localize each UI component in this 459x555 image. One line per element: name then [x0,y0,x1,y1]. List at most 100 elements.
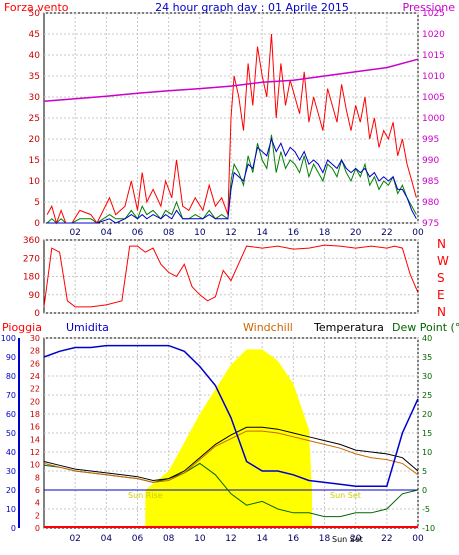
pressure-y-tick: 980 [422,198,439,208]
x-tick-label-top: 16 [288,228,300,238]
wind-y-tick: 50 [29,9,41,19]
humidity-y-tick: 10 [6,505,16,514]
x-tick-label-top: 00 [412,228,424,238]
x-tick-label-top: 18 [319,228,331,238]
humidity-y-tick: 20 [6,486,16,495]
temperature-line [43,426,419,482]
dir-y-tick: 0 [34,309,40,319]
chart-title: 24 hour graph day : 01 Aprile 2015 [155,1,349,14]
x-tick-label-top: 22 [381,228,392,238]
dir-y-tick: 360 [23,236,40,246]
rain-y-tick: 4 [35,499,40,508]
direction-line [43,244,419,308]
rain-y-tick: 28 [30,347,40,356]
x-tick-label-bottom: 20 [350,534,362,544]
x-tick-label-top: 14 [256,228,268,238]
x-tick-label-top: 02 [69,228,80,238]
rain-title: Pioggia [2,321,42,334]
humidity-title: Umidita [66,321,109,334]
solar-area-shape [145,349,312,528]
direction-letters: N W S E N [437,237,449,319]
humidity-y-tick: 50 [6,429,16,438]
humidity-line [43,344,419,487]
temp-y-tick: -5 [422,505,430,514]
x-tick-label-top: 20 [350,228,362,238]
wind-y-tick: 20 [29,135,41,145]
humidity-y-tick: 100 [1,334,16,343]
humidity-y-tick: 60 [6,410,16,419]
x-tick-label-bottom: 22 [381,534,392,544]
pressure-y-tick: 1005 [422,93,445,103]
pressure-y-tick: 1000 [422,114,445,124]
dir-y-tick: 90 [29,291,41,301]
pressure-line [43,58,419,102]
rain-y-tick: 14 [30,435,40,444]
pressure-y-tick: 985 [422,177,439,187]
pressure-y-tick: 975 [422,219,439,229]
rain-y-tick: 30 [30,334,40,343]
wind-avg-line [47,137,417,224]
temp-y-tick: 40 [422,334,432,343]
rain-y-tick: 16 [30,423,40,432]
dir-y-tick: 180 [23,273,40,283]
x-tick-label-bottom: 14 [256,534,268,544]
rain-y-tick: 6 [35,486,40,495]
humidity-y-tick: 80 [6,372,16,381]
x-tick-label-top: 04 [101,228,113,238]
dir-letter-w: W [437,254,449,268]
x-tick-label-bottom: 04 [101,534,113,544]
humidity-y-tick: 0 [11,524,16,533]
sun-rise-label: Sun Rise [128,491,163,500]
dir-letter-e: E [437,288,445,302]
x-tick-label-bottom: 16 [288,534,300,544]
rain-y-tick: 0 [35,524,40,533]
pressure-y-tick: 1010 [422,72,445,82]
solar-area [145,349,312,528]
humidity-y-tick: 30 [6,467,16,476]
temp-y-tick: 35 [422,353,432,362]
windchill-title: Windchill [243,321,293,334]
dir-y-tick: 270 [23,254,40,264]
wind-y-tick: 15 [29,156,40,166]
rain-y-tick: 2 [35,511,40,520]
rain-y-tick: 8 [35,473,40,482]
pressure-y-tick: 1015 [422,51,445,61]
x-tick-label-bottom: 02 [69,534,80,544]
x-tick-label-top: 06 [132,228,144,238]
rain-y-tick: 22 [30,385,40,394]
wind-title: Forza vento [4,1,69,14]
sun-set-label: Sun Set [330,491,361,500]
x-tick-label-top: 12 [225,228,236,238]
temperature-title: Temperatura [313,321,384,334]
wind-y-tick: 0 [34,219,40,229]
pressure-y-tick: 1025 [422,9,445,19]
humidity-y-tick: 40 [6,448,16,457]
temp-y-tick: 25 [422,391,432,400]
dewpoint-title: Dew Point (°C [392,321,459,334]
dir-letter-s: S [437,271,445,285]
wind-y-tick: 40 [29,51,41,61]
pressure-y-tick: 990 [422,156,439,166]
x-tick-label-bottom: 18 [319,534,331,544]
temp-y-tick: 0 [422,486,427,495]
rain-y-tick: 18 [30,410,40,419]
x-tick-label-top: 08 [163,228,175,238]
temp-y-tick: 15 [422,429,432,438]
series-lines [18,33,419,528]
wind-y-tick: 45 [29,30,40,40]
dir-letter-n-top: N [437,237,446,251]
wind-y-tick: 10 [29,177,41,187]
wind-y-tick: 30 [29,93,41,103]
rain-y-tick: 24 [30,372,40,381]
x-tick-label-top: 10 [194,228,206,238]
x-tick-label-bottom: 00 [412,534,424,544]
pressure-y-tick: 995 [422,135,439,145]
tick-labels: 0202040406060808101012121414161618182020… [1,9,445,544]
temp-y-tick: 5 [422,467,427,476]
windchill-line [43,430,419,483]
humidity-y-tick: 70 [6,391,16,400]
x-tick-label-bottom: 08 [163,534,175,544]
rain-y-tick: 12 [30,448,40,457]
